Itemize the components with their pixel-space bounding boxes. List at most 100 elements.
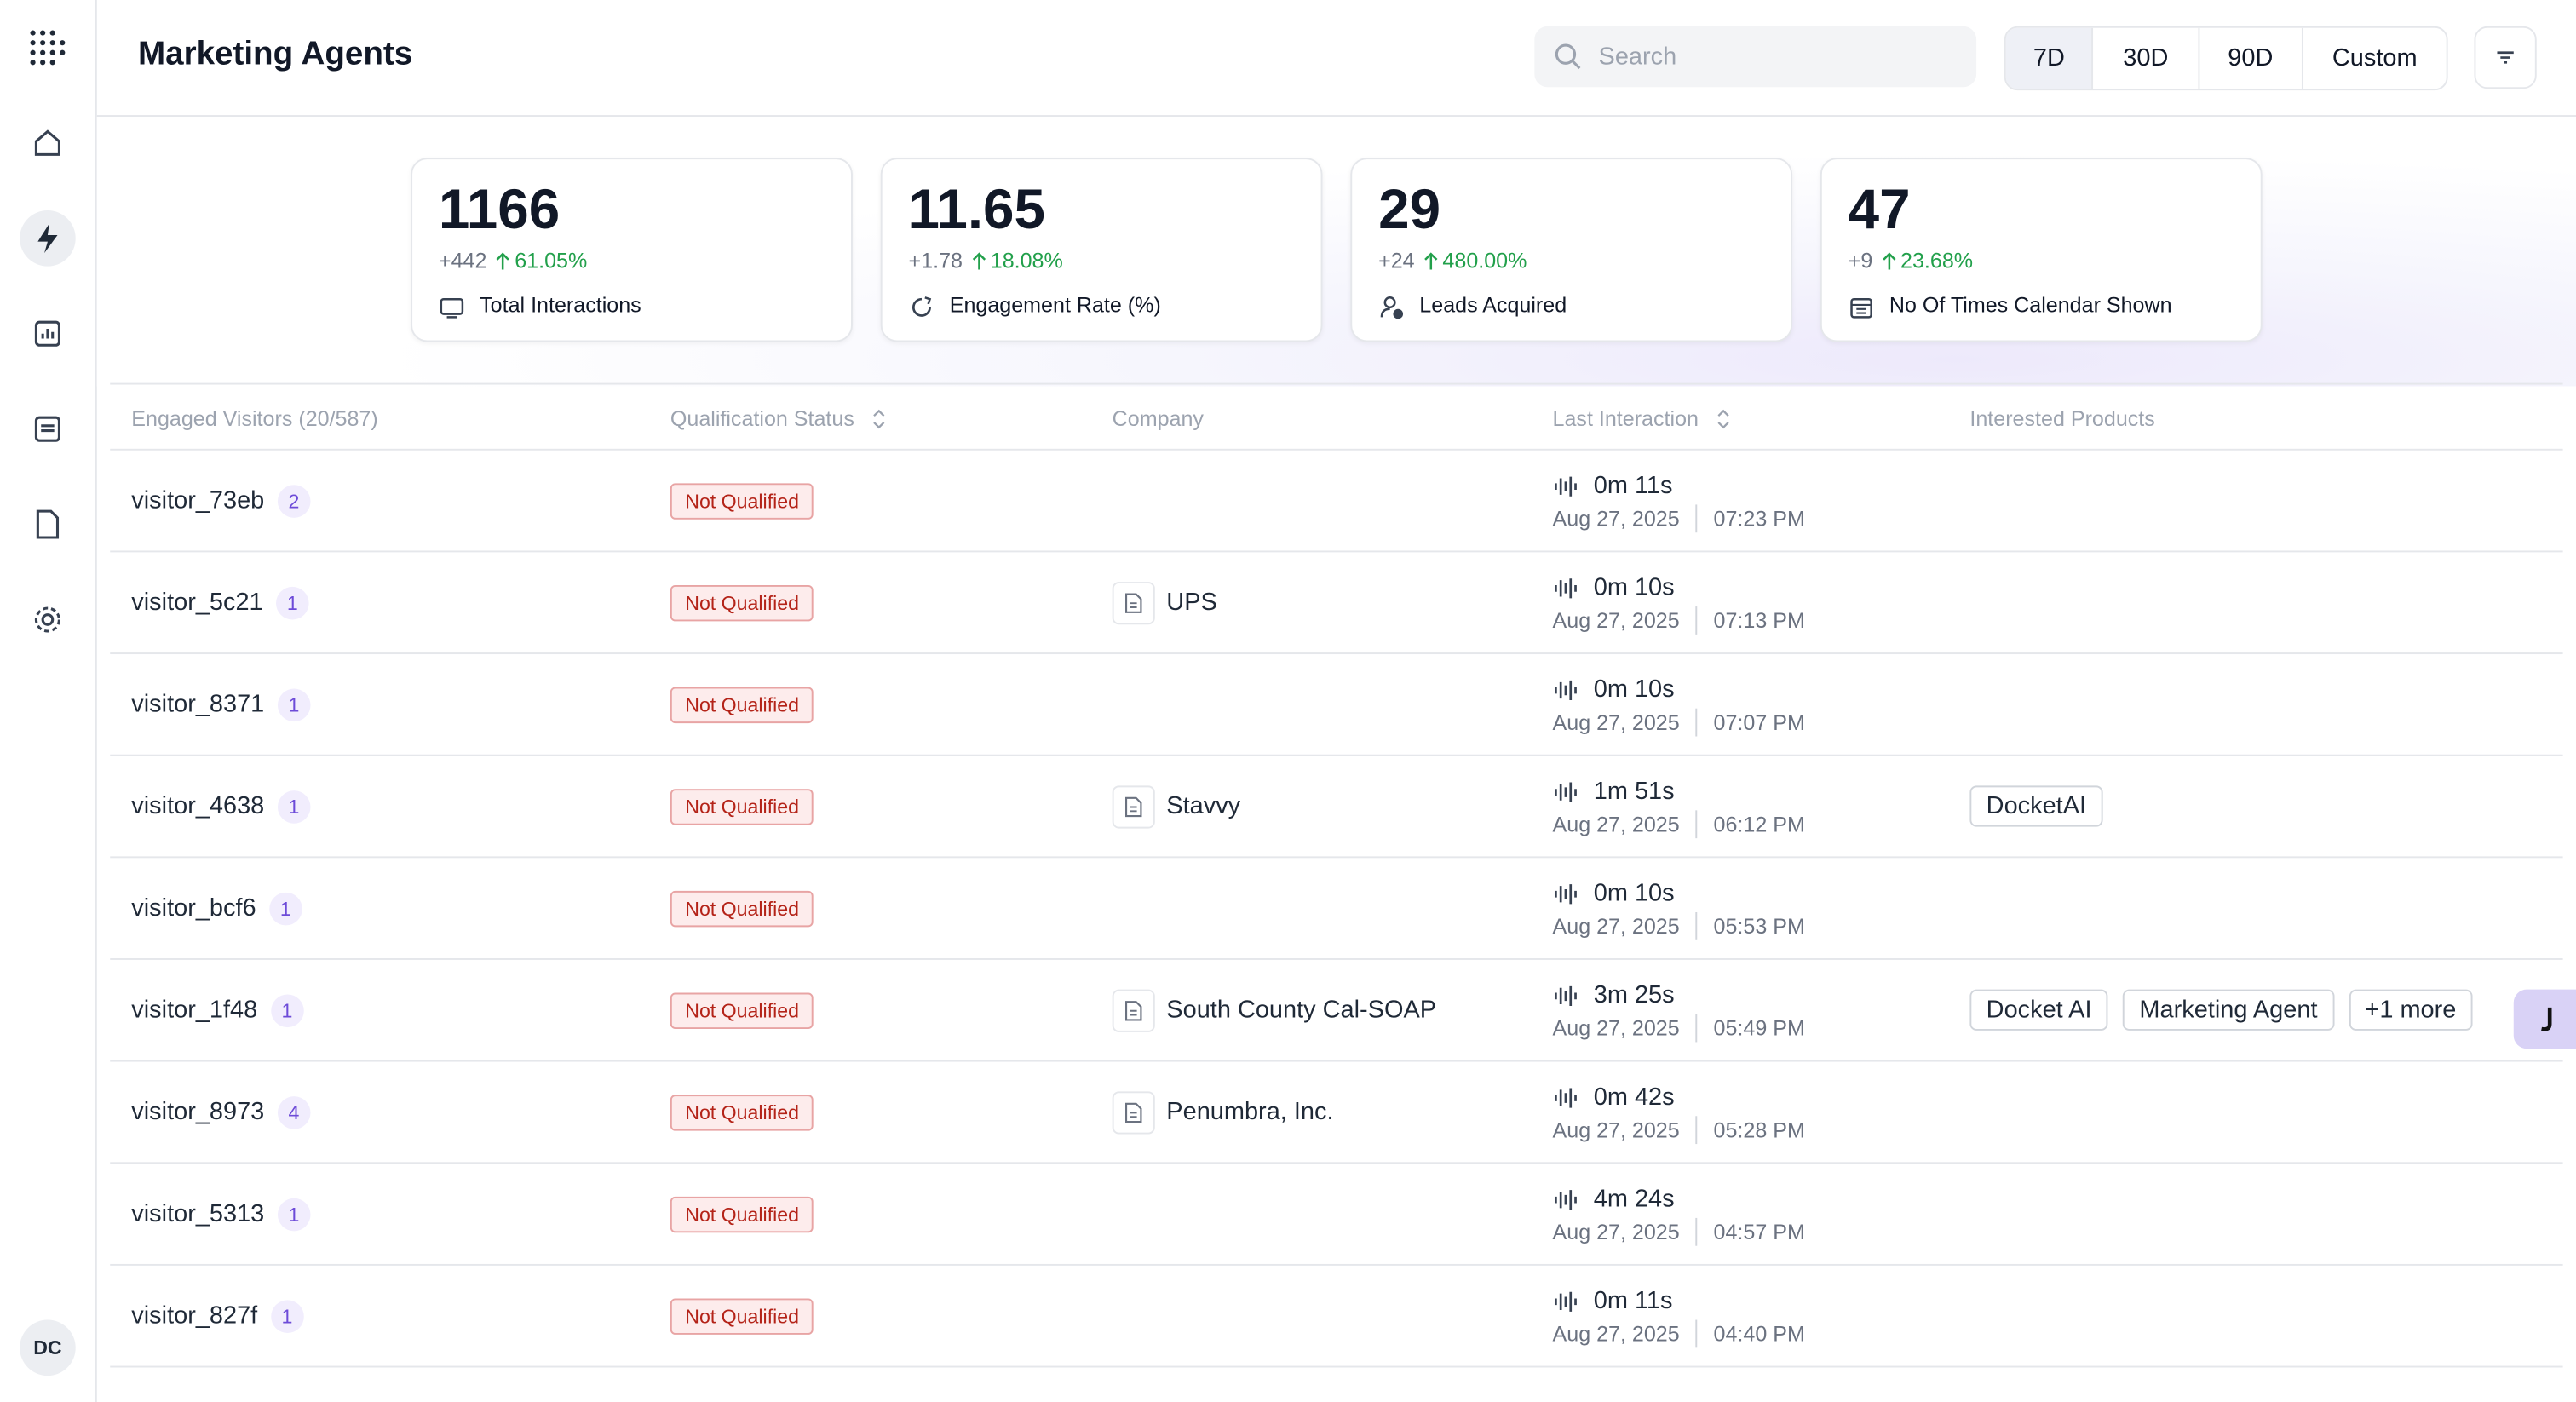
date: Aug 27, 2025 [1552,1015,1680,1041]
date-divider [1695,504,1698,533]
company-name: UPS [1166,588,1217,617]
company-name: Stavvy [1166,792,1241,820]
date-divider [1695,1319,1698,1348]
row-divider [110,1162,2563,1164]
session-count: 4 [277,1096,311,1129]
row-divider [110,1263,2563,1266]
product-chip: Docket AI [1969,989,2108,1031]
chat-widget[interactable] [2513,989,2576,1049]
column-header: Company [1112,405,1204,431]
row-divider [110,652,2563,655]
row-divider [110,1365,2563,1368]
visitor-name: visitor_1f48 [131,996,258,1025]
search-icon [1555,43,1581,70]
duration: 1m 51s [1593,777,1675,806]
product-chip: Marketing Agent [2123,989,2334,1031]
session-count: 1 [270,1300,304,1333]
search-box[interactable]: Search [1534,26,1977,88]
status-badge: Not Qualified [670,992,814,1029]
status-badge: Not Qualified [670,1095,814,1131]
status-badge: Not Qualified [670,687,814,724]
range-button[interactable]: 90D [2199,27,2303,89]
range-button[interactable]: 30D [2094,27,2199,89]
date: Aug 27, 2025 [1552,812,1680,837]
stat-card: 11.65 +1.78 18.08% Engagement Rate (%) [880,158,1323,342]
stat-label: Leads Acquired [1419,292,1567,318]
session-count: 1 [277,790,311,824]
row-divider [110,856,2563,859]
date: Aug 27, 2025 [1552,1219,1680,1244]
stat-delta: +24 [1378,248,1415,273]
filter-icon [2497,51,2514,64]
stat-delta: +1.78 [908,248,963,273]
up-arrow [495,250,511,279]
status-badge: Not Qualified [670,890,814,928]
duration: 0m 10s [1593,675,1675,704]
date-divider [1695,1217,1698,1246]
time: 05:28 PM [1713,1118,1805,1143]
range-button[interactable]: 7D [2005,27,2094,89]
audio-icon [1553,1087,1579,1118]
stat-change: 18.08% [990,248,1063,273]
stat-delta: +442 [438,248,487,273]
doc-icon [1124,592,1143,623]
sidebar: DC [0,0,97,1402]
stat-change: 23.68% [1900,248,1974,273]
time: 07:13 PM [1713,607,1805,633]
stat-icon [1849,294,1875,329]
nav-inbox[interactable] [30,411,66,446]
row-divider [110,1060,2563,1062]
stat-value: 29 [1378,179,1441,242]
audio-icon [1553,577,1579,608]
stat-label: No Of Times Calendar Shown [1889,292,2172,318]
up-arrow [971,250,987,279]
nav-settings[interactable] [30,601,66,637]
audio-icon [1553,1188,1579,1220]
company-icon [1112,785,1155,829]
column-header: Last Interaction [1552,405,1699,431]
sort-icon [1715,408,1731,440]
duration: 0m 42s [1593,1083,1675,1112]
duration: 0m 10s [1593,573,1675,602]
stat-value: 47 [1848,179,1911,242]
date-divider [1695,810,1698,839]
duration: 4m 24s [1593,1185,1675,1214]
avatar[interactable]: DC [20,1319,76,1376]
time: 07:07 PM [1713,710,1805,735]
nav-analytics[interactable] [30,316,66,352]
up-arrow [1423,250,1439,279]
stat-delta: +9 [1848,248,1873,273]
visitor-name: visitor_4638 [131,792,265,820]
nav-agents[interactable] [30,221,66,256]
company-icon [1112,989,1155,1032]
range-button[interactable]: Custom [2332,44,2418,72]
session-count: 2 [277,485,311,518]
stat-card: 47 +9 23.68% No Of Times Calendar Shown [1820,158,2263,342]
date: Aug 27, 2025 [1552,1321,1680,1347]
column-header: Interested Products [1969,405,2155,431]
duration: 0m 10s [1593,879,1675,908]
stat-card: 1166 +442 61.05% Total Interactions [411,158,853,342]
stat-value: 11.65 [908,179,1046,242]
time: 04:57 PM [1713,1219,1805,1244]
nav-home[interactable] [30,125,66,161]
filter-button[interactable] [2474,26,2537,89]
status-badge: Not Qualified [670,789,814,825]
session-count: 1 [277,688,311,722]
time: 05:53 PM [1713,913,1805,939]
doc-icon [1124,796,1143,827]
doc-icon [1124,999,1143,1031]
company-icon [1112,1091,1155,1135]
session-count: 1 [269,892,302,926]
status-badge: Not Qualified [670,584,814,622]
audio-icon [1553,1290,1579,1322]
up-arrow [1881,250,1897,279]
logo [30,30,66,66]
duration: 3m 25s [1593,981,1675,1009]
time: 05:49 PM [1713,1015,1805,1041]
date-divider [1695,911,1698,940]
nav-docs[interactable] [30,506,66,542]
row-divider [110,958,2563,960]
audio-icon [1553,985,1579,1016]
